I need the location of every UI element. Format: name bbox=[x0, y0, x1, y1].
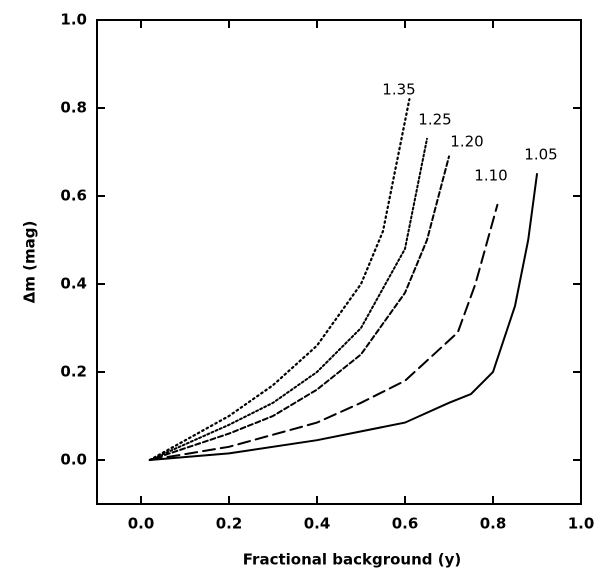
y-tick-label: 0.6 bbox=[60, 187, 87, 205]
x-tick-label: 0.0 bbox=[128, 515, 155, 533]
series-label: 1.20 bbox=[450, 133, 483, 151]
x-tick-label: 0.8 bbox=[480, 515, 507, 533]
y-tick-label: 1.0 bbox=[60, 11, 87, 29]
x-tick-label: 0.2 bbox=[216, 515, 243, 533]
y-tick-label: 0.2 bbox=[60, 363, 87, 381]
line bbox=[148, 98, 411, 462]
series-label: 1.35 bbox=[382, 81, 415, 99]
x-tick-label: 1.0 bbox=[568, 515, 595, 533]
y-tick-label: 0.4 bbox=[60, 275, 87, 293]
x-tick-label: 0.4 bbox=[304, 515, 331, 533]
x-axis-label: Fractional background (y) bbox=[243, 551, 461, 569]
line bbox=[148, 173, 538, 461]
y-tick-label: 0.8 bbox=[60, 99, 87, 117]
line bbox=[148, 137, 428, 461]
x-tick-label: 0.6 bbox=[392, 515, 419, 533]
series-label: 1.05 bbox=[524, 146, 557, 164]
series-label: 1.25 bbox=[418, 111, 451, 129]
line bbox=[148, 203, 499, 461]
y-tick-label: 0.0 bbox=[60, 451, 87, 469]
plot-frame bbox=[96, 19, 582, 505]
line bbox=[148, 155, 450, 461]
series-label: 1.10 bbox=[474, 167, 507, 185]
y-axis-label: Δm (mag) bbox=[21, 221, 39, 304]
